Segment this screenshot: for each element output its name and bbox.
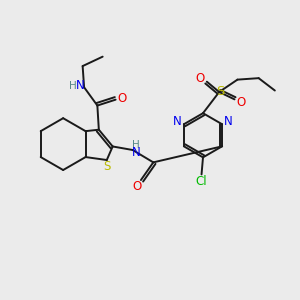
Text: N: N bbox=[173, 116, 182, 128]
Text: O: O bbox=[133, 180, 142, 193]
Text: H: H bbox=[132, 140, 140, 150]
Text: N: N bbox=[76, 79, 85, 92]
Text: N: N bbox=[132, 146, 141, 159]
Text: O: O bbox=[237, 96, 246, 109]
Text: N: N bbox=[224, 116, 233, 128]
Text: S: S bbox=[104, 160, 111, 173]
Text: O: O bbox=[196, 72, 205, 85]
Text: S: S bbox=[216, 85, 224, 98]
Text: Cl: Cl bbox=[196, 175, 207, 188]
Text: O: O bbox=[118, 92, 127, 105]
Text: H: H bbox=[69, 81, 77, 91]
